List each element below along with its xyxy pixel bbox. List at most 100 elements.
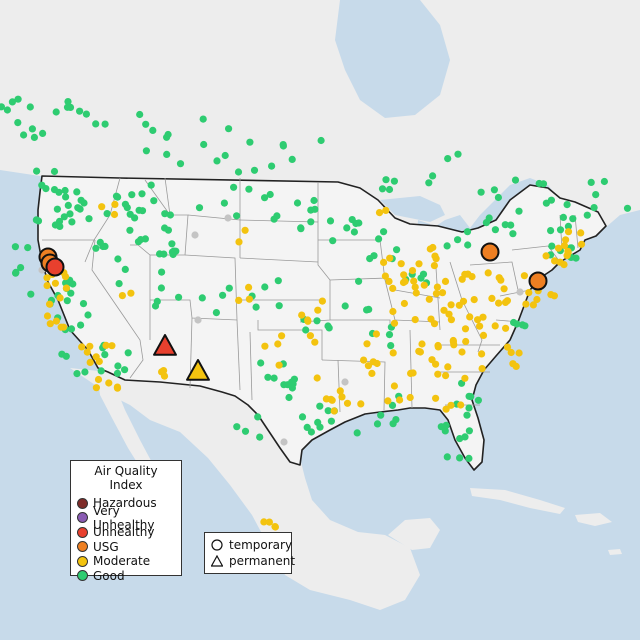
good-station xyxy=(245,185,253,193)
good-station xyxy=(124,349,132,357)
good-station xyxy=(66,210,74,218)
permanent-monitor-moderate xyxy=(186,359,210,381)
good-station xyxy=(52,108,60,116)
moderate-station xyxy=(260,518,268,526)
moderate-station xyxy=(381,272,389,280)
good-station xyxy=(101,120,109,128)
good-station xyxy=(27,290,35,298)
good-station xyxy=(220,199,228,207)
moderate-station xyxy=(318,297,326,305)
good-station xyxy=(393,246,401,254)
good-station xyxy=(311,205,319,213)
good-station xyxy=(225,284,233,292)
good-station xyxy=(389,420,397,428)
good-station xyxy=(507,221,515,229)
good-station xyxy=(363,306,371,314)
moderate-station xyxy=(495,299,503,307)
good-station xyxy=(266,190,274,199)
good-station xyxy=(307,218,315,226)
good-station xyxy=(92,120,100,128)
good-station xyxy=(461,433,469,441)
good-station xyxy=(64,201,72,209)
moderate-station xyxy=(298,311,306,319)
moderate-station xyxy=(577,229,585,237)
moderate-station xyxy=(380,258,388,266)
canada-landmass xyxy=(0,0,640,230)
legend-label: Unhealthy xyxy=(93,525,155,540)
usg-swatch xyxy=(77,541,88,553)
moderate-station xyxy=(78,343,86,351)
moderate-station xyxy=(434,370,442,378)
good-station xyxy=(477,188,485,196)
temporary-monitor-usg xyxy=(528,271,548,291)
good-station xyxy=(444,155,452,163)
mexico-landmass xyxy=(70,368,420,610)
good-station xyxy=(77,321,85,329)
moderate-station xyxy=(520,272,529,280)
aqi-legend-title: Air Quality Index xyxy=(94,464,158,492)
hudson-bay xyxy=(335,0,450,118)
moderate-station xyxy=(105,379,113,387)
good-station xyxy=(199,115,207,123)
moderate-station xyxy=(336,387,344,395)
hispaniola xyxy=(575,513,612,526)
moderate-station xyxy=(111,200,119,208)
moderate-station xyxy=(56,294,64,302)
legend-label: Good xyxy=(93,568,125,583)
moderate-station xyxy=(43,312,52,320)
moderate-station xyxy=(102,341,110,349)
good-station xyxy=(56,222,64,230)
good-station xyxy=(169,250,177,259)
moderate-station xyxy=(554,244,563,252)
moderate-station xyxy=(51,279,60,287)
good-station xyxy=(382,176,390,184)
moderate-station xyxy=(94,375,103,384)
moderate-station xyxy=(468,273,476,281)
good-station xyxy=(158,268,166,276)
good-station xyxy=(136,110,144,119)
good-station xyxy=(121,265,129,273)
good-station xyxy=(343,224,351,232)
moderate-station xyxy=(83,348,91,356)
good-station xyxy=(464,241,472,249)
moderate-station xyxy=(261,342,269,350)
good-station xyxy=(221,151,229,160)
good-station xyxy=(175,293,183,301)
moderate-station xyxy=(373,359,381,368)
moderate-station xyxy=(118,292,126,300)
good-station xyxy=(53,205,62,213)
good-station xyxy=(73,188,81,196)
moderate-station xyxy=(274,340,282,348)
moderate-station xyxy=(375,209,384,217)
good-station xyxy=(164,226,172,234)
good-station xyxy=(97,367,105,375)
good-station xyxy=(390,177,398,185)
good-station xyxy=(230,183,238,191)
moderate-station xyxy=(461,374,469,382)
moderate-station xyxy=(390,382,398,390)
good-station xyxy=(14,119,22,127)
good-station xyxy=(264,373,272,381)
good-station xyxy=(67,325,76,333)
moderate-station xyxy=(484,269,492,277)
good-station xyxy=(128,191,136,199)
moderate-station xyxy=(98,203,106,211)
good-station xyxy=(491,226,499,234)
good-station xyxy=(212,309,220,317)
good-station xyxy=(542,199,551,207)
good-station xyxy=(261,194,269,202)
moderate-station xyxy=(368,369,376,377)
permanent-monitor-unhealthy xyxy=(153,334,177,356)
moderate-station xyxy=(396,396,404,404)
moderate-station xyxy=(314,306,322,314)
good-station xyxy=(79,300,88,308)
good-station xyxy=(429,172,437,180)
moderate-station xyxy=(61,273,70,281)
good-station xyxy=(325,324,333,332)
good-station xyxy=(547,227,555,235)
good-station xyxy=(324,407,332,415)
good-station xyxy=(114,255,122,263)
good-station xyxy=(437,423,445,431)
good-station xyxy=(417,274,425,282)
moderate-station xyxy=(389,307,397,316)
